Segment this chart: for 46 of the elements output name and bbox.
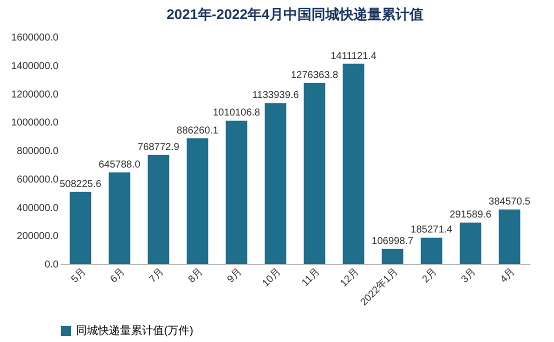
data-label: 384570.5 [488, 196, 531, 208]
bar [148, 154, 170, 264]
data-label: 645788.0 [98, 159, 141, 170]
x-tick-label: 5月 [69, 266, 88, 286]
bar [304, 82, 326, 264]
y-tick-label: 1400000.0 [11, 60, 59, 72]
data-label: 1133939.6 [252, 90, 300, 102]
data-label: 768772.9 [138, 142, 180, 153]
data-label: 1010106.8 [212, 108, 261, 119]
x-tick-label: 11月 [300, 266, 322, 289]
bar [420, 238, 442, 264]
y-tick-label: 600000.0 [16, 174, 59, 186]
x-tick-label: 2月 [420, 266, 440, 286]
data-label: 1411121.4 [330, 50, 377, 62]
x-tick-label: 9月 [225, 266, 244, 286]
y-tick-label: 800000.0 [16, 146, 59, 157]
x-tick-label: 10月 [260, 266, 284, 290]
data-label: 508225.6 [60, 178, 102, 190]
y-tick-label: 1600000.0 [11, 32, 59, 44]
chart-title: 2021年-2022年4月中国同城快递量累计值 [166, 6, 424, 22]
y-tick-label: 200000.0 [16, 231, 59, 242]
bar [226, 120, 248, 264]
legend-label: 同城快递量累计值(万件) [76, 324, 194, 337]
data-label: 106998.7 [372, 236, 414, 247]
y-tick-label: 1200000.0 [11, 89, 59, 100]
bar [70, 192, 92, 264]
bar [264, 103, 286, 264]
y-tick-label: 1000000.0 [11, 118, 59, 129]
x-tick-label: 8月 [186, 266, 206, 286]
bar [108, 172, 130, 264]
y-tick-label: 0.0 [44, 260, 59, 270]
x-tick-label: 7月 [147, 266, 166, 286]
x-tick-label: 6月 [108, 266, 128, 286]
x-tick-label: 12月 [338, 266, 362, 290]
bar [342, 64, 364, 264]
data-label: 185271.4 [410, 224, 453, 236]
y-tick-label: 400000.0 [16, 202, 59, 214]
data-label: 1276363.8 [290, 70, 339, 81]
bar [498, 209, 520, 264]
bar [382, 248, 404, 264]
bar [186, 138, 208, 264]
data-label: 291589.6 [450, 210, 492, 221]
x-tick-label: 3月 [460, 266, 478, 286]
data-label: 886260.1 [176, 125, 219, 136]
bar [460, 222, 482, 264]
x-tick-label: 4月 [498, 266, 518, 286]
